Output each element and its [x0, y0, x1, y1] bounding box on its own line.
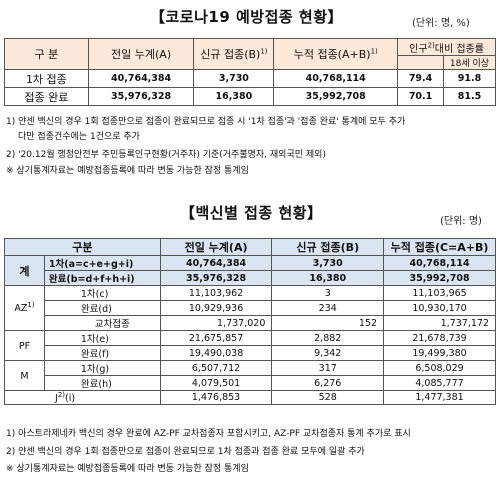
- cell-cum: 19,499,380: [383, 345, 496, 361]
- cell-cum: 35,992,708: [273, 87, 399, 106]
- section2-note-1: 1) 아스트라제네카 백신의 경우 완료에 AZ-PF 교차접종자 포함시키고,…: [6, 429, 411, 439]
- cell-new: 528: [271, 389, 385, 406]
- cell-new: 2,882: [271, 330, 385, 346]
- section1-note-1b: 다만 접종건수에는 1건으로 추가: [18, 132, 140, 142]
- section2-note-2: 2) 얀센 백신의 경우 1회 접종만으로 접종이 완료되므로 1차 접종과 접…: [6, 447, 365, 457]
- t2-header-new: 신규 접종(B): [271, 238, 385, 256]
- header-ratio-18: 18세 이상: [443, 55, 496, 70]
- section2-unit: (단위: 명): [440, 216, 482, 227]
- section1-note-3: ※ 상기통계자료는 예방접종등록에 따라 변동 가능한 잠정 통계임: [6, 166, 249, 176]
- cell-prev: 4,079,501: [159, 375, 273, 391]
- cell-prev: 21,675,857: [159, 330, 273, 346]
- vaccination-status-table: 구 분 전일 누계(A) 신규 접종(B)1) 누적 접종(A+B)1) 인구2…: [4, 38, 496, 106]
- cell-new: 3,730: [193, 69, 275, 88]
- cell-new: 3,730: [271, 255, 385, 271]
- group-janssen: J2)(i): [4, 389, 161, 406]
- cell-cum: 40,768,114: [273, 69, 399, 88]
- header-prev-total: 전일 누계(A): [87, 38, 195, 70]
- total-label: 계: [4, 255, 45, 286]
- cell-cum: 40,768,114: [383, 255, 496, 271]
- table-row: 접종 완료 35,976,328 16,380 35,992,708 70.1 …: [4, 87, 496, 106]
- table-row: 완료(b=d+f+h+i) 35,976,328 16,380 35,992,7…: [5, 270, 496, 286]
- row-label: 접종 완료: [4, 87, 89, 106]
- cell-ratio18: 81.5: [443, 87, 496, 106]
- cell-prev: 1,476,853: [159, 389, 273, 406]
- table-row: 완료(h) 4,079,501 6,276 4,085,777: [5, 375, 496, 391]
- cell-cum: 11,103,965: [383, 285, 496, 301]
- cell-new: 6,276: [271, 375, 385, 391]
- cell-ratio: 79.4: [397, 69, 444, 88]
- t2-header-prev-total: 전일 누계(A): [159, 238, 273, 256]
- cell-prev: 10,929,936: [159, 300, 273, 316]
- section1-note-1a: 1) 얀센 백신의 경우 1회 접종만으로 접종이 완료되므로 접종 시 '1차…: [6, 117, 406, 127]
- table-row: J2)(i) 1,476,853 528 1,477,381: [4, 389, 496, 406]
- section1-unit: (단위: 명, %): [412, 18, 470, 29]
- section1-title: 【코로나19 예방접종 현황】: [150, 8, 344, 26]
- header-ratio: 인구2)대비 접종률: [397, 38, 496, 56]
- header-new: 신규 접종(B)1): [193, 38, 275, 70]
- cell-prev: 6,507,712: [159, 360, 273, 376]
- cell-cum: 1,477,381: [383, 389, 496, 406]
- cell-new: 3: [271, 285, 385, 301]
- row-label: 1차(c): [43, 285, 161, 301]
- header-category: 구 분: [4, 38, 89, 70]
- cell-ratio18: 91.8: [443, 69, 496, 88]
- table-row: 1차 접종 40,764,384 3,730 40,768,114 79.4 9…: [4, 69, 496, 88]
- row-label: 1차(g): [43, 360, 161, 376]
- cell-prev: 11,103,962: [159, 285, 273, 301]
- row-label: 완료(f): [43, 345, 161, 361]
- cell-new: 152: [271, 315, 385, 331]
- table-row: M 1차(g) 6,507,712 317 6,508,029: [4, 360, 496, 391]
- cell-prev: 40,764,384: [159, 255, 273, 271]
- cell-prev: 35,976,328: [87, 87, 195, 106]
- section2-note-3: ※ 상기통계자료는 예방접종등록에 따라 변동 가능한 잠정 통계임: [6, 464, 249, 474]
- table-row: AZ1) 1차(c) 11,103,962 3 11,103,965: [4, 285, 496, 331]
- header-ratio-all: [397, 55, 444, 70]
- t2-header-cumulative: 누적 접종(C=A+B): [383, 238, 496, 256]
- row-label-cross: 교차접종: [43, 315, 161, 331]
- section1-note-2: 2) '20.12월 행정안전부 주민등록인구현황(거주자) 기준(거주불명자,…: [6, 150, 326, 160]
- group-az: AZ1): [4, 285, 45, 331]
- cell-prev: 19,490,038: [159, 345, 273, 361]
- vaccine-type-table: 구분 전일 누계(A) 신규 접종(B) 누적 접종(C=A+B) 계 1차(a…: [4, 238, 496, 406]
- cell-cum: 21,678,739: [383, 330, 496, 346]
- row-label: 완료(h): [43, 375, 161, 391]
- table-row: 완료(f) 19,490,038 9,342 19,499,380: [5, 345, 496, 361]
- header-cumulative: 누적 접종(A+B)1): [273, 38, 399, 70]
- cell-cum: 10,930,170: [383, 300, 496, 316]
- cell-cum: 35,992,708: [383, 270, 496, 286]
- section2-title: 【백신별 접종 현황】: [180, 204, 323, 222]
- row-label: 완료(b=d+f+h+i): [43, 270, 161, 286]
- table-row: 완료(d) 10,929,936 234 10,930,170: [5, 300, 496, 316]
- group-pf: PF: [4, 330, 45, 361]
- row-label: 완료(d): [43, 300, 161, 316]
- cell-prev: 40,764,384: [87, 69, 195, 88]
- cell-prev: 35,976,328: [159, 270, 273, 286]
- cell-new: 16,380: [193, 87, 275, 106]
- cell-new: 9,342: [271, 345, 385, 361]
- t2-header-category: 구분: [4, 238, 161, 256]
- group-m: M: [4, 360, 45, 391]
- cell-cum: 1,737,172: [383, 315, 496, 331]
- cell-prev: 1,737,020: [159, 315, 273, 331]
- cell-cum: 6,508,029: [383, 360, 496, 376]
- row-label: 1차 접종: [4, 69, 89, 88]
- cell-new: 234: [271, 300, 385, 316]
- cell-new: 317: [271, 360, 385, 376]
- row-label: 1차(e): [43, 330, 161, 346]
- cell-ratio: 70.1: [397, 87, 444, 106]
- cell-cum: 4,085,777: [383, 375, 496, 391]
- row-label: 1차(a=c+e+g+i): [43, 255, 161, 271]
- cell-new: 16,380: [271, 270, 385, 286]
- table-row: 계 1차(a=c+e+g+i) 40,764,384 3,730 40,768,…: [4, 255, 496, 286]
- table-row: PF 1차(e) 21,675,857 2,882 21,678,739: [4, 330, 496, 361]
- table-row: 교차접종 1,737,020 152 1,737,172: [5, 315, 496, 331]
